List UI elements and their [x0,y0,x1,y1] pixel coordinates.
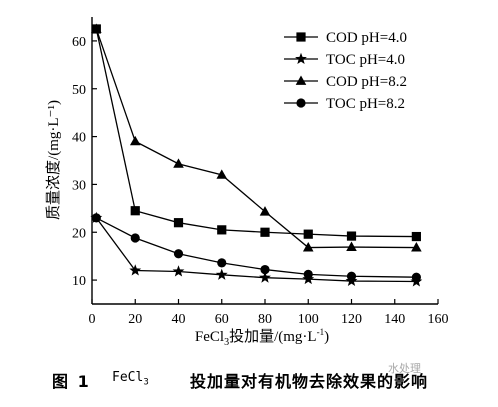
legend-entry: TOC pH=4.0 [284,52,405,68]
y-tick-label: 30 [72,178,86,193]
y-tick-label: 10 [72,274,86,289]
y-tick-label: 50 [72,83,86,98]
y-tick-label: 60 [72,35,86,50]
data-point [91,23,102,33]
x-label-sup: -1 [317,327,325,337]
data-point [215,268,228,280]
series-star [90,211,423,287]
caption-formula-sub: 3 [143,377,149,388]
data-point [91,213,101,223]
data-point [217,225,227,235]
legend-marker [296,32,306,42]
data-point [411,272,421,282]
legend-entry: COD pH=4.0 [284,30,407,46]
caption-formula: FeCl3 [112,370,149,388]
x-label-main: FeCl [195,329,224,345]
legend-entry: COD pH=8.2 [284,74,407,90]
legend-marker [296,98,306,108]
data-point [217,258,227,268]
legend-marker [295,75,307,85]
data-point [129,135,141,146]
x-tick-label: 80 [258,312,272,327]
caption-label: 图 1 [52,372,91,391]
x-tick-label: 160 [428,312,449,327]
x-label-rest: 投加量/(mg·L [229,328,317,345]
data-point [411,231,421,242]
series-line [95,28,417,249]
data-point [411,242,422,252]
legend-label: COD pH=4.0 [326,30,407,46]
series-line [96,217,417,278]
data-point [303,229,313,239]
legend-label: TOC pH=4.0 [326,52,405,68]
caption-formula-main: FeCl [112,370,144,385]
data-point [173,158,184,168]
data-point [260,227,270,237]
legend-entry: TOC pH=8.2 [284,96,405,112]
legend-marker [295,52,307,65]
data-point [130,233,140,243]
data-point [259,206,271,216]
caption-text: 投加量对有机物去除效果的影响 [190,372,429,391]
data-point [346,271,357,281]
data-point [302,242,314,252]
data-point [172,265,185,277]
data-point [259,271,271,283]
figure-caption: 图 1 FeCl3 投加量对有机物去除效果的影响 [0,362,498,392]
x-tick-label: 60 [215,312,229,327]
x-label-close: ) [324,329,329,345]
data-point [173,249,184,259]
y-tick-label: 20 [72,226,86,241]
x-tick-label: 40 [172,312,186,327]
watermark: 水处理 [388,362,421,375]
x-axis-label: FeCl3投加量/(mg·L-1) [195,327,329,348]
data-point [129,264,142,276]
data-point [260,264,270,275]
legend-label: COD pH=8.2 [326,74,407,90]
y-axis-label: 质量浓度/(mg·L⁻¹) [45,100,62,220]
x-tick-label: 140 [384,312,405,327]
data-point [346,241,357,251]
legend-label: TOC pH=8.2 [326,96,405,112]
data-point [130,206,140,216]
series-line [95,28,417,238]
data-point [346,231,357,241]
x-tick-label: 0 [89,312,96,327]
data-point [303,269,313,279]
y-tick-label: 40 [72,131,86,146]
x-tick-label: 20 [128,312,142,327]
data-point [216,169,228,179]
data-point [173,218,184,228]
x-tick-label: 100 [298,312,319,327]
x-label-sub: 3 [224,337,229,348]
x-tick-label: 120 [341,312,362,327]
series-line [95,217,417,283]
series-triangle [91,23,422,252]
series-circle [91,213,421,282]
